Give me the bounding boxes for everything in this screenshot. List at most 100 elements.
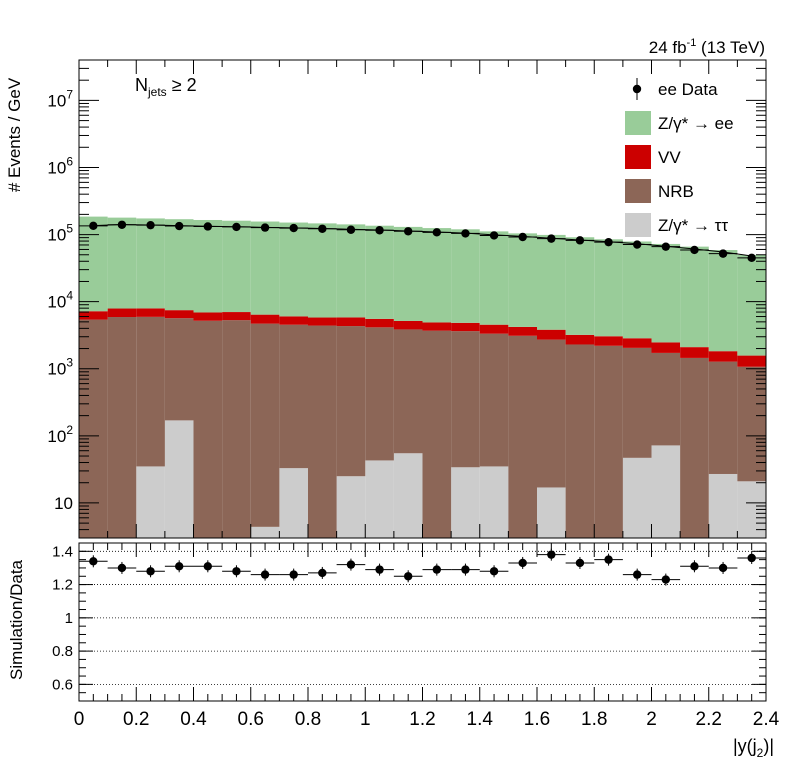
y-tick-label: 103 bbox=[47, 356, 73, 379]
data-point bbox=[690, 245, 699, 255]
legend-label: NRB bbox=[658, 182, 694, 201]
stack-bar bbox=[107, 317, 137, 538]
data-point bbox=[346, 225, 356, 234]
ratio-y-tick-label: 0.8 bbox=[52, 643, 73, 660]
ratio-point bbox=[89, 557, 98, 566]
data-point bbox=[375, 226, 384, 235]
stack-bar bbox=[508, 326, 537, 336]
stack-bar bbox=[594, 345, 623, 538]
stack-bar bbox=[451, 229, 480, 323]
ratio-point bbox=[575, 558, 585, 568]
data-point bbox=[260, 223, 270, 232]
stack-bar bbox=[622, 241, 652, 339]
stack-bar bbox=[279, 468, 308, 538]
data-point bbox=[604, 237, 613, 247]
stack-bar bbox=[279, 316, 308, 325]
legend-swatch bbox=[625, 111, 651, 135]
stack-bar bbox=[451, 331, 480, 468]
stack-bar bbox=[537, 339, 566, 488]
stack-bar bbox=[393, 226, 423, 321]
stack-bar bbox=[250, 323, 280, 527]
ratio-point bbox=[346, 560, 356, 569]
stack-bar bbox=[680, 246, 709, 348]
ratio-point bbox=[461, 565, 470, 574]
luminosity-label: 24 fb-1 (13 TeV) bbox=[649, 37, 765, 57]
data-points bbox=[79, 220, 766, 263]
ratio-point bbox=[690, 562, 699, 571]
ratio-points bbox=[79, 548, 766, 586]
x-tick-label: 1 bbox=[360, 709, 371, 730]
stack-bar bbox=[164, 420, 194, 538]
data-point bbox=[718, 249, 728, 258]
ratio-point bbox=[289, 570, 298, 579]
data-point bbox=[461, 229, 470, 238]
stack-bar bbox=[508, 233, 537, 327]
ratio-frame bbox=[78, 542, 767, 702]
ratio-point bbox=[146, 567, 155, 576]
stack-bar bbox=[479, 466, 509, 538]
legend-entry: VV bbox=[625, 145, 681, 169]
stack-bar bbox=[136, 218, 165, 309]
stack-bar bbox=[279, 324, 308, 469]
x-tick-label: 1.8 bbox=[581, 709, 607, 730]
ratio-point bbox=[232, 567, 241, 576]
stack-bar bbox=[422, 330, 452, 538]
stack-bar bbox=[422, 322, 452, 331]
stack-bar bbox=[308, 223, 337, 318]
stack-bar bbox=[164, 219, 194, 311]
legend: ee Data Z/γ* → ee VV NRB Z/γ* → ττ bbox=[625, 78, 734, 237]
y-tick-label: 107 bbox=[47, 87, 73, 110]
legend-swatch bbox=[625, 179, 651, 203]
stack-bar bbox=[365, 318, 394, 328]
stack-bar bbox=[508, 335, 537, 538]
stack-bar bbox=[250, 526, 280, 538]
stack-bar bbox=[451, 467, 480, 538]
x-tick-label: 2.2 bbox=[696, 709, 722, 730]
top-axes: 10 102 103 104 105 106 107 bbox=[47, 59, 767, 539]
stack-bar bbox=[708, 250, 738, 352]
stack-bar bbox=[622, 457, 652, 538]
stack-bar bbox=[651, 352, 681, 446]
data-point bbox=[203, 222, 213, 231]
stack-bar bbox=[393, 453, 423, 538]
stack-bar bbox=[565, 237, 595, 335]
ratio-point bbox=[432, 565, 442, 574]
ratio-y-tick-label: 0.6 bbox=[52, 676, 73, 693]
top-panel: 10 102 103 104 105 106 107 Njets ≥ 2 # Events … bbox=[5, 59, 767, 539]
data-point bbox=[747, 253, 756, 263]
stack-bar bbox=[193, 219, 223, 313]
data-point bbox=[289, 223, 298, 233]
stack-bar bbox=[250, 314, 280, 324]
stack-bar bbox=[136, 466, 165, 538]
stack-bar bbox=[594, 239, 623, 337]
data-point bbox=[117, 220, 127, 229]
stack-bar bbox=[336, 317, 366, 327]
x-tick-label: 0.2 bbox=[123, 709, 149, 730]
njets-label: Njets ≥ 2 bbox=[135, 75, 197, 99]
data-point bbox=[403, 227, 413, 236]
legend-entry: Z/γ* → ee bbox=[625, 111, 734, 135]
ratio-point bbox=[604, 555, 613, 564]
x-tick-label: 0 bbox=[74, 709, 85, 730]
y-tick-label: 105 bbox=[47, 222, 73, 245]
x-tick-label: 0.8 bbox=[295, 709, 321, 730]
data-point bbox=[146, 220, 155, 230]
stack-bar bbox=[537, 487, 566, 538]
data-point bbox=[547, 234, 556, 243]
stack-bar bbox=[565, 344, 595, 538]
data-point bbox=[489, 231, 499, 240]
legend-swatch bbox=[625, 213, 651, 237]
ratio-point bbox=[747, 553, 756, 563]
stack-bar bbox=[451, 322, 480, 332]
stack-bar bbox=[594, 336, 623, 346]
stack-bar bbox=[336, 326, 366, 477]
data-point bbox=[661, 242, 671, 251]
x-axis-title: |y(j2)| bbox=[733, 736, 774, 760]
stack-bar bbox=[651, 243, 681, 343]
x-tick-label: 1.2 bbox=[409, 709, 435, 730]
data-point bbox=[632, 240, 642, 249]
data-point bbox=[89, 221, 98, 231]
ratio-point bbox=[632, 570, 642, 579]
stack-bar bbox=[79, 216, 108, 312]
stack-bar bbox=[479, 231, 509, 325]
